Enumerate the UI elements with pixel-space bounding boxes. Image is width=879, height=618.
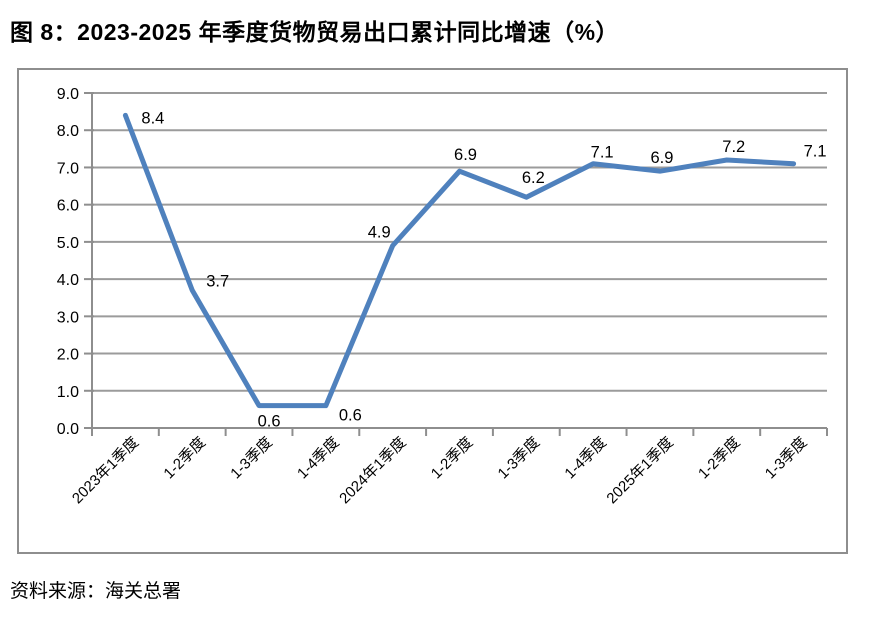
data-label: 3.7 [206,272,229,290]
x-tick-label: 1-4季度 [561,434,610,483]
x-tick-label: 1-2季度 [428,434,477,483]
y-tick-label: 0.0 [57,421,79,438]
data-label: 7.2 [722,138,745,156]
y-tick-label: 7.0 [57,160,79,177]
y-tick-label: 5.0 [57,235,79,252]
data-label: 0.6 [339,407,362,425]
data-label: 6.9 [650,149,673,167]
line-chart: 0.0 1.0 2.0 3.0 4.0 5.0 6.0 7.0 8.0 9.0 2023年1季度 1-… [57,86,828,507]
y-tick-label: 4.0 [57,272,79,289]
x-tick-label: 1-3季度 [762,434,811,483]
x-tick-label: 1-3季度 [227,434,276,483]
x-tick-label: 2024年1季度 [336,434,409,507]
x-tick-label: 1-2季度 [160,434,209,483]
x-tick-label: 1-2季度 [695,434,744,483]
y-tick-label: 9.0 [57,86,79,103]
y-tick-label: 8.0 [57,123,79,140]
data-label: 6.9 [454,146,477,164]
y-tick-label: 3.0 [57,309,79,326]
source-note: 资料来源：海关总署 [10,581,182,602]
data-label: 4.9 [368,224,391,242]
data-label: 7.1 [591,144,614,162]
y-tick-label: 2.0 [57,347,79,364]
x-tick-label: 1-4季度 [294,434,343,483]
series-line [122,112,797,409]
data-label: 6.2 [522,169,545,187]
chart-frame: 0.0 1.0 2.0 3.0 4.0 5.0 6.0 7.0 8.0 9.0 2023年1季度 1-… [17,68,848,554]
y-tick-label: 6.0 [57,198,79,215]
x-tick-label: 2023年1季度 [69,434,142,507]
y-tick-label: 1.0 [57,384,79,401]
x-tick-label: 1-3季度 [495,434,544,483]
data-label: 8.4 [141,109,164,127]
data-label: 0.6 [258,413,281,431]
x-tick-label: 2025年1季度 [603,434,676,507]
data-label: 7.1 [804,143,827,161]
page-title: 图 8：2023-2025 年季度货物贸易出口累计同比增速（%） [10,19,620,45]
